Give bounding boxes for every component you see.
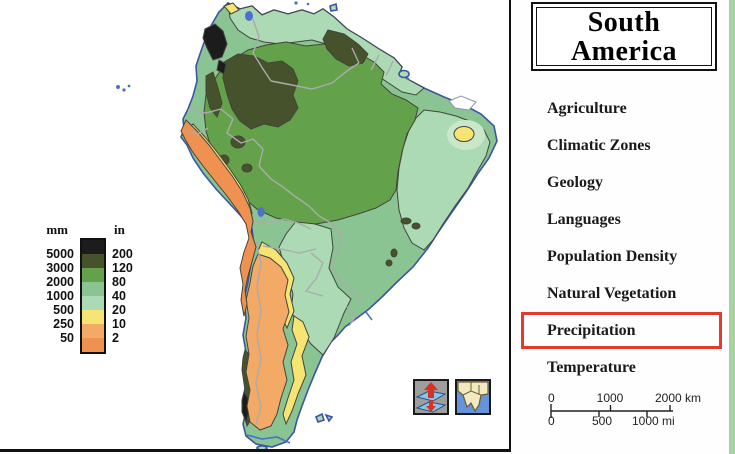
legend-unit-mm: mm bbox=[46, 222, 68, 237]
legend-label-mm: 250 bbox=[53, 317, 74, 331]
menu-item-population-density[interactable]: Population Density bbox=[547, 248, 678, 265]
scale-km-1000: 1000 bbox=[597, 392, 624, 405]
overview-map-button[interactable] bbox=[455, 379, 491, 415]
page-title-frame: South America bbox=[536, 7, 712, 66]
legend-label-mm: 5000 bbox=[46, 247, 74, 261]
legend-swatch bbox=[82, 338, 104, 352]
menu-item-languages[interactable]: Languages bbox=[547, 211, 621, 228]
zone-3000-5000 bbox=[205, 29, 421, 428]
precipitation-legend: mm in 5000 3000 2000 1000 500 250 50 200… bbox=[30, 222, 180, 362]
legend-label-mm: 3000 bbox=[46, 261, 74, 275]
white-patch bbox=[448, 95, 477, 111]
legend-label-in: 40 bbox=[112, 289, 126, 303]
legend-unit-in: in bbox=[114, 222, 125, 237]
title-line-2: America bbox=[570, 35, 678, 67]
legend-swatch bbox=[82, 254, 104, 268]
legend-label-mm: 500 bbox=[53, 303, 74, 317]
legend-label-in: 20 bbox=[112, 303, 126, 317]
menu-item-precipitation[interactable]: Precipitation bbox=[521, 312, 722, 349]
menu-item-temperature[interactable]: Temperature bbox=[547, 359, 636, 376]
legend-color-bar bbox=[80, 238, 106, 354]
panel-divider bbox=[509, 0, 511, 451]
menu-item-natural-vegetation[interactable]: Natural Vegetation bbox=[547, 285, 677, 302]
scale-mi-1000: 1000 mi bbox=[632, 414, 675, 428]
south-america-precipitation-map[interactable] bbox=[0, 0, 510, 454]
legend-swatch bbox=[82, 268, 104, 282]
menu-item-agriculture[interactable]: Agriculture bbox=[547, 100, 627, 117]
legend-label-in: 200 bbox=[112, 247, 133, 261]
overview-map-icon bbox=[457, 381, 489, 413]
scale-km-2000: 2000 km bbox=[655, 392, 701, 405]
right-edge-line bbox=[729, 0, 735, 454]
legend-label-mm: 2000 bbox=[46, 275, 74, 289]
legend-label-mm: 50 bbox=[60, 331, 74, 345]
bottom-edge-line bbox=[0, 449, 735, 452]
side-panel: South America Agriculture Climatic Zones… bbox=[511, 0, 729, 454]
map-toolbar bbox=[413, 379, 503, 417]
zone-over-5000 bbox=[202, 23, 250, 424]
legend-swatch bbox=[82, 240, 104, 254]
menu-item-geology[interactable]: Geology bbox=[547, 174, 603, 191]
legend-swatch bbox=[82, 296, 104, 310]
scale-mi-500: 500 bbox=[592, 414, 612, 428]
legend-label-in: 80 bbox=[112, 275, 126, 289]
country-borders bbox=[185, 18, 394, 425]
legend-swatch bbox=[82, 324, 104, 338]
scale-km-0: 0 bbox=[548, 392, 555, 405]
legend-label-in: 10 bbox=[112, 317, 126, 331]
legend-swatch bbox=[82, 282, 104, 296]
layers-button[interactable] bbox=[413, 379, 449, 415]
title-line-1: South bbox=[587, 6, 661, 38]
legend-swatch bbox=[82, 310, 104, 324]
page-title: South America bbox=[531, 2, 717, 71]
topic-menu: Agriculture Climatic Zones Geology Langu… bbox=[511, 90, 729, 386]
zone-under-50 bbox=[180, 119, 257, 317]
map-scale-bar: 0 1000 2000 km 0 500 1000 mi bbox=[548, 392, 701, 428]
layers-icon bbox=[415, 381, 447, 413]
menu-item-climatic-zones[interactable]: Climatic Zones bbox=[547, 137, 651, 154]
legend-label-in: 120 bbox=[112, 261, 133, 275]
legend-label-mm: 1000 bbox=[46, 289, 74, 303]
scale-mi-0: 0 bbox=[548, 414, 555, 428]
legend-label-in: 2 bbox=[112, 331, 119, 345]
map-area[interactable]: mm in 5000 3000 2000 1000 500 250 50 200… bbox=[0, 0, 510, 454]
